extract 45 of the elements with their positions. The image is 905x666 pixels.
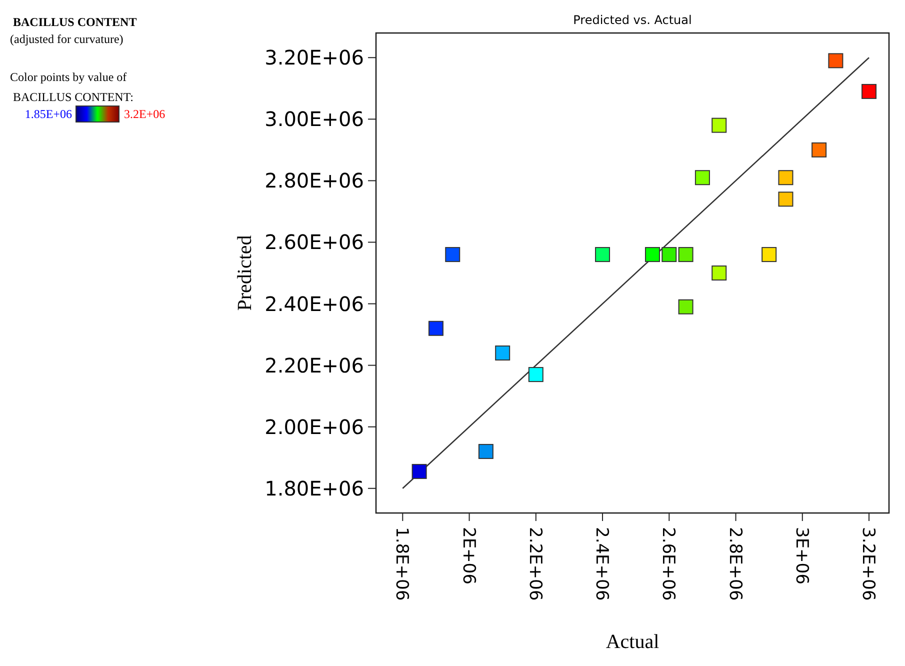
text: (adjusted for curvature) <box>10 32 124 46</box>
point <box>478 444 494 459</box>
x-tick-label: 3E+06 <box>791 527 812 584</box>
y-tick-label: 2.00E+06 <box>264 414 364 439</box>
x-tick-label: 2.2E+06 <box>524 527 545 601</box>
point <box>495 346 510 360</box>
y-tick-label: 3.20E+06 <box>264 46 364 70</box>
text: 1.85E+06 <box>24 107 72 121</box>
point <box>662 247 677 262</box>
y-axis-title: Predicted <box>234 235 256 311</box>
y-tick-label: 2.60E+06 <box>264 230 364 254</box>
text: Color points by value of <box>10 70 127 84</box>
point <box>412 464 427 479</box>
x-tick-label: 3.2E+06 <box>858 527 878 601</box>
x-tick-label: 2.4E+06 <box>592 527 612 601</box>
point <box>595 247 610 262</box>
y-tick-label: 2.40E+06 <box>264 292 364 316</box>
point <box>778 192 794 207</box>
y-tick-label: 2.80E+06 <box>264 168 364 193</box>
x-tick-label: 2.6E+06 <box>658 527 678 601</box>
point <box>762 247 777 262</box>
point <box>678 299 694 314</box>
text: BACILLUS CONTENT <box>13 15 137 29</box>
point <box>678 247 694 262</box>
text: 3.2E+06 <box>124 107 166 121</box>
point <box>445 247 460 262</box>
point <box>812 142 827 158</box>
chart-title: Predicted vs. Actual <box>573 13 692 27</box>
point <box>778 170 794 186</box>
point <box>828 53 844 68</box>
y-tick-label: 2.20E+06 <box>264 353 364 378</box>
x-tick-label: 2.8E+06 <box>724 527 745 601</box>
point <box>862 84 877 99</box>
point <box>694 170 710 186</box>
y-tick-label: 1.80E+06 <box>264 476 364 500</box>
point <box>528 367 544 382</box>
x-tick-label: 2E+06 <box>458 527 478 584</box>
point <box>712 118 727 133</box>
y-tick-label: 3.00E+06 <box>264 107 364 132</box>
text: BACILLUS CONTENT: <box>13 90 134 104</box>
point <box>428 320 444 336</box>
point <box>644 247 660 262</box>
x-axis-title: Actual <box>606 631 660 653</box>
x-tick-label: 1.8E+06 <box>392 527 412 601</box>
point <box>712 266 727 280</box>
